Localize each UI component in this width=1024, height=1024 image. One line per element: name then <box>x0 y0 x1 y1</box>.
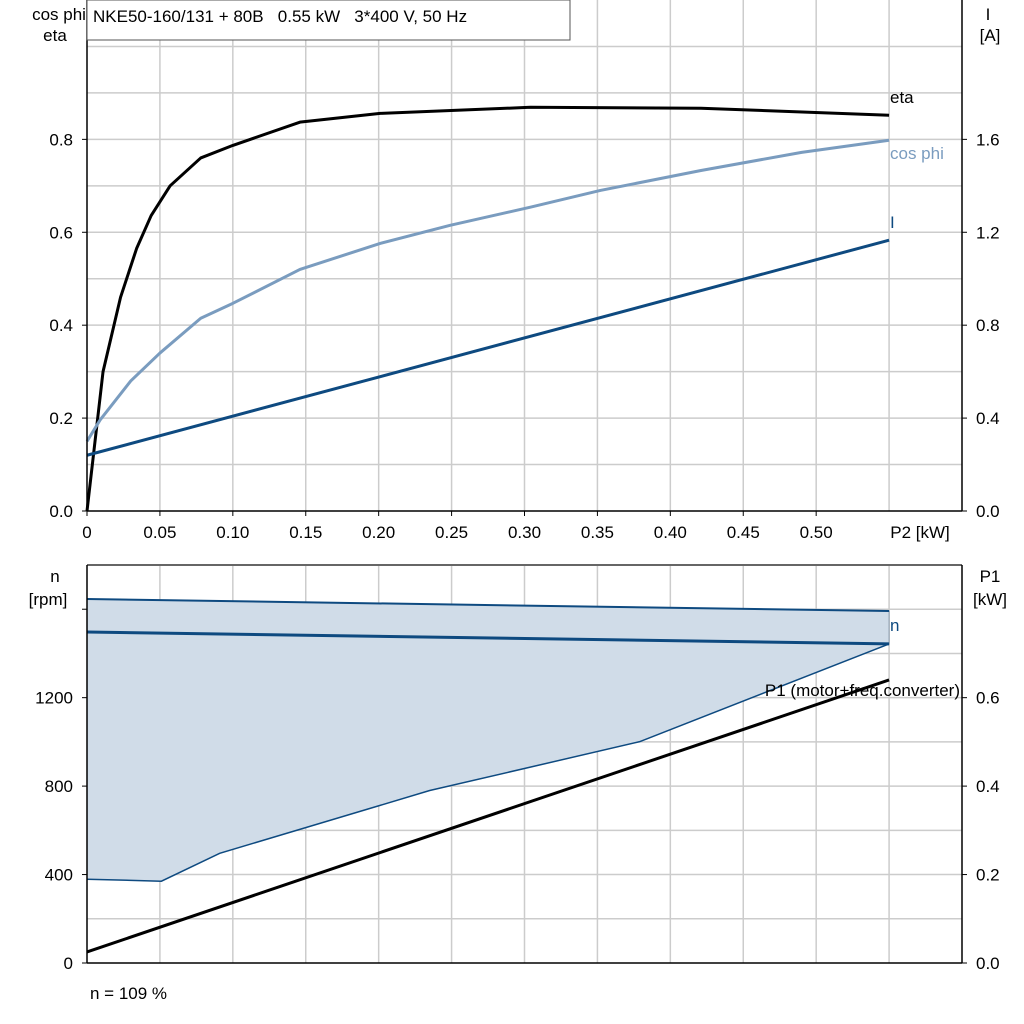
label-eta: eta <box>890 88 914 107</box>
y2-label-unit: [A] <box>980 26 1001 45</box>
x-tick-label: 0.25 <box>435 523 468 542</box>
y2-tick-label: 0.4 <box>976 409 1000 428</box>
chart-marks <box>85 105 890 954</box>
series-i-line <box>86 238 890 457</box>
label-i: I <box>890 213 895 232</box>
label-p1: P1 (motor+freq.converter) <box>765 681 960 700</box>
y2-label-kw: [kW] <box>973 590 1007 609</box>
x-label: P2 [kW] <box>890 523 950 542</box>
y2-tick-label: 0.0 <box>976 954 1000 973</box>
y-tick-label: 0.8 <box>49 130 73 149</box>
y2-tick-label: 0.4 <box>976 777 1000 796</box>
x-tick-label: 0.10 <box>216 523 249 542</box>
y-label-n: n <box>50 567 59 586</box>
y-tick-label: 800 <box>45 777 73 796</box>
y2-tick-label: 0.2 <box>976 866 1000 885</box>
series-cos-phi-line <box>85 138 890 443</box>
y2-tick-label: 1.6 <box>976 130 1000 149</box>
x-tick-label: 0.05 <box>143 523 176 542</box>
y-tick-label: 0.2 <box>49 409 73 428</box>
y-tick-label: 1200 <box>35 689 73 708</box>
y2-tick-label: 0.8 <box>976 316 1000 335</box>
x-tick-label: 0.15 <box>289 523 322 542</box>
p1-line <box>86 678 890 954</box>
series-eta-line <box>85 105 890 512</box>
chart-title: NKE50-160/131 + 80B 0.55 kW 3*400 V, 50 … <box>93 7 467 26</box>
y-tick-label: 0.6 <box>49 223 73 242</box>
y-tick-label: 0.4 <box>49 316 73 335</box>
footnote: n = 109 % <box>90 984 167 1003</box>
y-label-cosphi: cos phi <box>32 5 86 24</box>
speed-range-area <box>87 599 890 882</box>
y2-tick-label: 0.6 <box>976 689 1000 708</box>
y-tick-label: 400 <box>45 866 73 885</box>
top-grid <box>87 0 962 511</box>
label-n: n <box>890 616 899 635</box>
y2-label-p1: P1 <box>980 567 1001 586</box>
n-line <box>86 630 890 646</box>
y-label-rpm: [rpm] <box>29 590 68 609</box>
n-min-line <box>86 643 890 882</box>
y-tick-label: 0.0 <box>49 502 73 521</box>
x-tick-label: 0.35 <box>581 523 614 542</box>
y-tick-label: 0 <box>64 954 73 973</box>
y2-tick-label: 1.2 <box>976 223 1000 242</box>
x-tick-label: 0.50 <box>800 523 833 542</box>
y2-tick-label: 0.0 <box>976 502 1000 521</box>
title-box: NKE50-160/131 + 80B 0.55 kW 3*400 V, 50 … <box>86 0 571 41</box>
y2-label-i: I <box>986 5 991 24</box>
n-max-line <box>86 598 890 612</box>
x-tick-label: 0 <box>82 523 91 542</box>
y-label-eta: eta <box>43 26 67 45</box>
x-tick-label: 0.40 <box>654 523 687 542</box>
x-tick-label: 0.30 <box>508 523 541 542</box>
label-cosphi: cos phi <box>890 144 944 163</box>
x-tick-label: 0.45 <box>727 523 760 542</box>
axes: 0 0.05 0.10 0.15 0.20 0.25 0.30 0.35 0.40 0.45 0.5… <box>35 0 1000 973</box>
x-tick-label: 0.20 <box>362 523 395 542</box>
